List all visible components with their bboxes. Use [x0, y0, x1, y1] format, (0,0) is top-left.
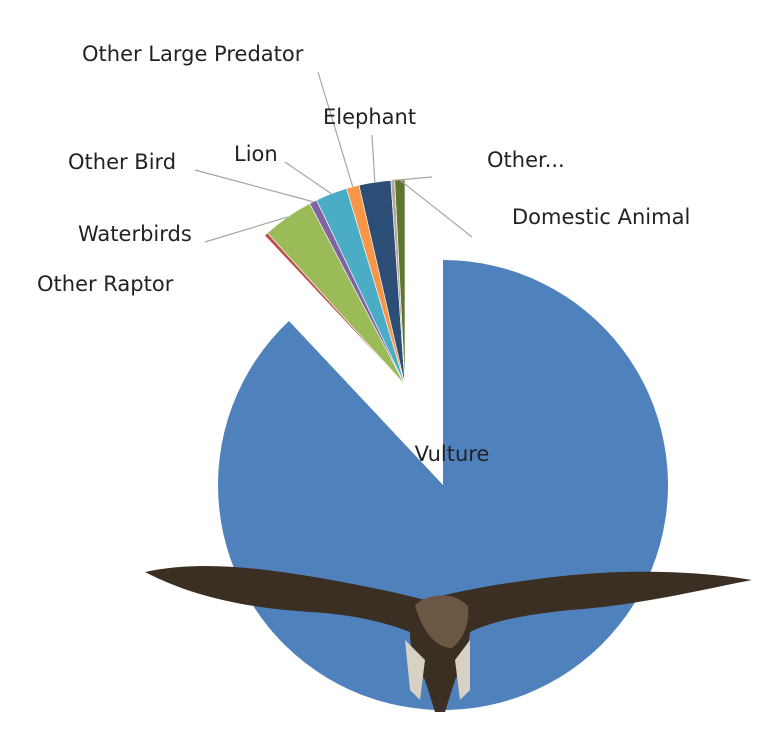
chart: Vulture Other Raptor Waterbirds Other Bird L… — [0, 0, 770, 736]
slice-label: Other Raptor — [37, 272, 174, 296]
slice-label: Other Bird — [68, 150, 176, 174]
slice-label: Other Large Predator — [82, 42, 304, 66]
slice-label: Elephant — [323, 105, 416, 129]
slice-label: Domestic Animal — [512, 205, 690, 229]
slice-label: Other... — [487, 148, 565, 172]
slice-label: Vulture — [415, 442, 490, 466]
slice-label: Waterbirds — [78, 222, 192, 246]
slice-label: Lion — [234, 142, 278, 166]
